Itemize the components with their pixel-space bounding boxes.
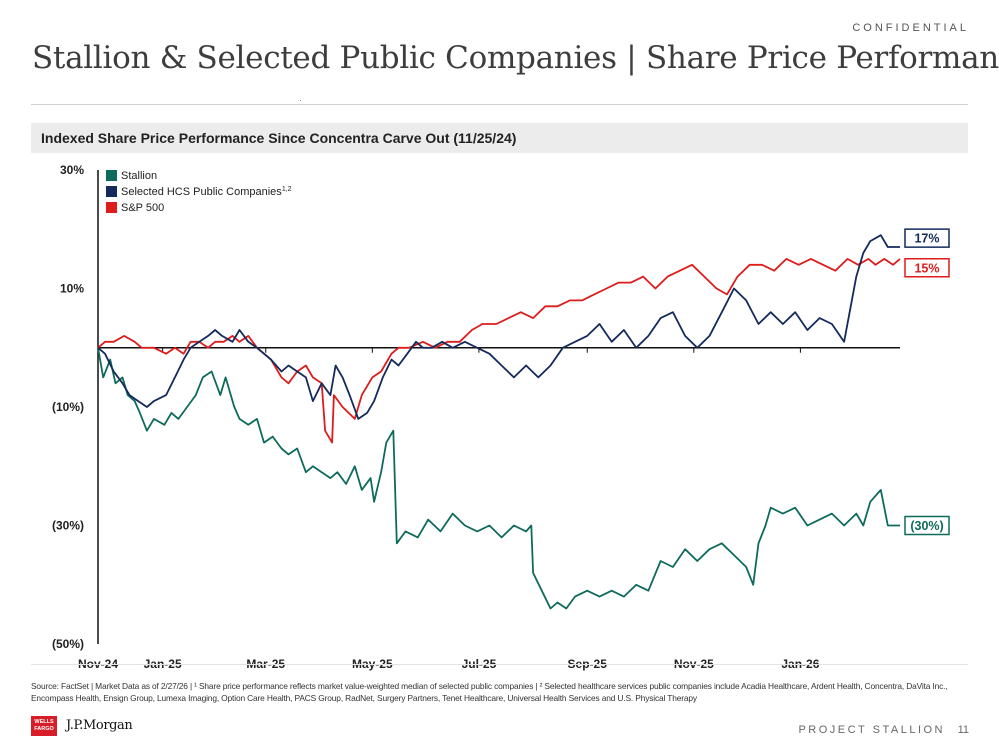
chart-axes: 30%10%(10%)(30%)(50%)Nov-24 Jan-25 Mar-25 M… [52,163,900,671]
project-label: PROJECT STALLION [798,724,945,736]
series-line-2 [97,258,901,444]
y-tick-label: 10% [60,282,84,296]
y-tick-label: (30%) [52,519,84,533]
page-title: Stallion & Selected Public Companies | S… [32,40,999,76]
chart-end-labels: (30%) 17% 15% [904,228,950,536]
series-line-0 [97,347,900,610]
jpmorgan-logo: J.P.Morgan [66,718,133,733]
legend-superscript: 1,2 [282,186,292,193]
chart-series [97,234,901,610]
title-divider-mark [300,100,301,101]
y-tick-label: (10%) [52,400,84,414]
legend-swatch-2 [106,202,117,213]
end-label-1: 17% [904,228,950,248]
footer-divider [31,664,968,665]
legend-label-1: Selected HCS Public Companies1,2 [121,186,292,198]
share-price-chart: 30%10%(10%)(30%)(50%)Nov-24 Jan-25 Mar-25 M… [52,163,950,671]
end-label-2: 15% [904,258,950,278]
end-label-text: 17% [914,232,939,246]
chart-legend: Stallion Selected HCS Public Companies1,2… [106,170,292,214]
legend-label-0: Stallion [121,170,157,182]
end-label-text: (30%) [910,519,943,533]
y-tick-label: (50%) [52,637,84,651]
chart-section-header: Indexed Share Price Performance Since Co… [31,123,968,153]
end-label-text: 15% [914,261,939,275]
wells-fargo-logo: WELLS FARGO [31,716,57,736]
legend-swatch-0 [106,170,117,181]
source-note: Source: FactSet | Market Data as of 2/27… [31,681,948,703]
chart-section-title: Indexed Share Price Performance Since Co… [41,130,517,146]
legend-label-2: S&P 500 [121,202,164,214]
end-label-box [904,515,950,536]
page-number: 11 [957,724,969,736]
end-label-0: (30%) [904,515,950,536]
y-tick-label: 30% [60,163,84,177]
legend-swatch-1 [106,186,117,197]
end-label-box [904,258,950,278]
series-line-1 [97,234,900,420]
confidential-label: CONFIDENTIAL [852,22,969,34]
end-label-box [904,228,950,248]
title-divider [31,104,968,105]
